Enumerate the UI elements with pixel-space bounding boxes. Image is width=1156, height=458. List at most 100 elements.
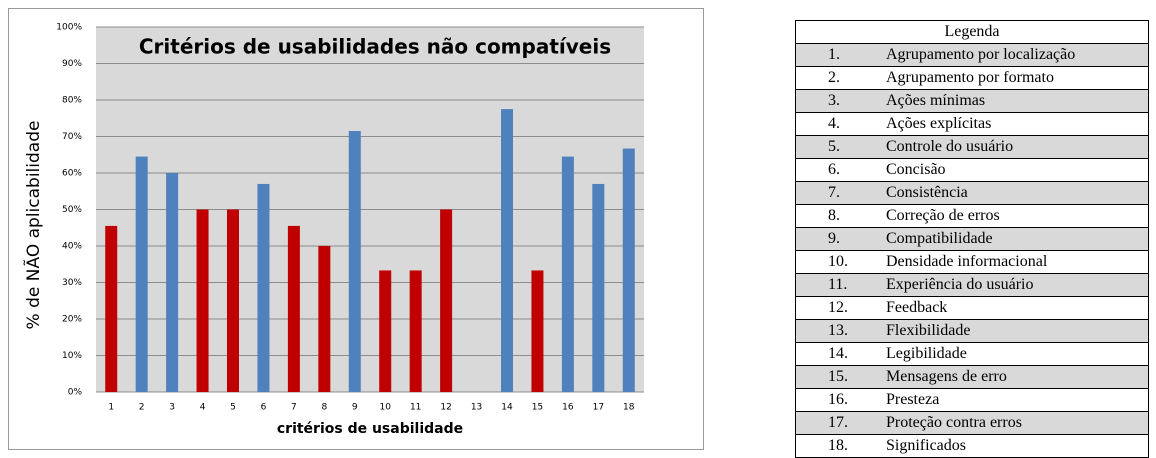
criterion-name: Feedback: [874, 296, 1149, 320]
criterion-name: Experiência do usuário: [874, 273, 1149, 297]
criterion-number: 18.: [795, 434, 874, 458]
table-row: 16. Presteza: [795, 388, 1149, 412]
criterion-name: Compatibilidade: [874, 227, 1149, 251]
criterion-name: Ações mínimas: [874, 89, 1149, 113]
bar: [348, 131, 361, 392]
x-tick-label: 17: [593, 403, 604, 413]
criterion-name: Densidade informacional: [874, 250, 1149, 274]
table-row: 4. Ações explícitas: [795, 112, 1149, 136]
y-tick-label: 10%: [62, 351, 82, 361]
criterion-name: Flexibilidade: [874, 319, 1149, 343]
bar: [287, 225, 300, 392]
criterion-name: Proteção contra erros: [874, 411, 1149, 435]
criterion-number: 10.: [795, 250, 874, 274]
criterion-number: 17.: [795, 411, 874, 435]
bar: [227, 209, 239, 392]
table-row: 7. Consistência: [795, 181, 1149, 205]
criterion-number: 13.: [795, 319, 874, 343]
criterion-name: Controle do usuário: [874, 135, 1149, 159]
table-row: 13. Flexibilidade: [795, 319, 1149, 343]
y-tick-label: 30%: [62, 278, 82, 288]
criterion-name: Presteza: [874, 388, 1149, 412]
bar: [592, 183, 605, 392]
criterion-number: 14.: [795, 342, 874, 366]
x-tick-label: 3: [169, 403, 175, 413]
criterion-number: 12.: [795, 296, 874, 320]
x-tick-label: 6: [261, 403, 267, 413]
table: Legenda 1. Agrupamento por localização 2. A…: [795, 20, 1149, 458]
bar: [501, 109, 513, 392]
table-row: 12. Feedback: [795, 296, 1149, 320]
bar: [531, 270, 544, 392]
bar: [318, 246, 331, 392]
table-row: 18. Significados: [795, 434, 1149, 458]
criterion-number: 6.: [795, 158, 874, 182]
bar: [379, 270, 392, 392]
bar: [440, 209, 453, 392]
x-tick-label: 9: [352, 403, 358, 413]
criterion-number: 11.: [795, 273, 874, 297]
y-tick-label: 60%: [62, 169, 82, 179]
bar: [561, 156, 574, 392]
table-header-row: Legenda: [795, 20, 1149, 44]
table-row: 2. Agrupamento por formato: [795, 66, 1149, 90]
x-tick-label: 18: [623, 403, 635, 413]
criterion-number: 2.: [795, 66, 874, 90]
bar: [166, 173, 179, 392]
table-row: 1. Agrupamento por localização: [795, 43, 1149, 67]
criterion-name: Agrupamento por localização: [874, 43, 1149, 67]
table-row: 14. Legibilidade: [795, 342, 1149, 366]
criterion-name: Ações explícitas: [874, 112, 1149, 136]
y-tick-label: 80%: [62, 96, 82, 106]
x-tick-label: 16: [562, 403, 574, 413]
y-tick-label: 20%: [62, 315, 82, 325]
x-tick-label: 4: [200, 403, 206, 413]
bar: [105, 225, 118, 392]
table-row: 11. Experiência do usuário: [795, 273, 1149, 297]
criterion-number: 4.: [795, 112, 874, 136]
x-tick-label: 14: [501, 403, 513, 413]
y-tick-label: 90%: [62, 59, 82, 69]
y-tick-label: 50%: [62, 205, 82, 215]
bar: [196, 209, 209, 392]
table-row: 9. Compatibilidade: [795, 227, 1149, 251]
y-tick-label: 40%: [62, 242, 82, 252]
x-tick-label: 5: [230, 403, 236, 413]
bar: [257, 183, 270, 392]
x-tick-label: 12: [440, 403, 451, 413]
table-row: 17. Proteção contra erros: [795, 411, 1149, 435]
y-tick-label: 100%: [56, 23, 82, 33]
criterion-name: Agrupamento por formato: [874, 66, 1149, 90]
chart: Critérios de usabilidades não compatívei…: [8, 8, 704, 450]
bar: [622, 148, 635, 392]
x-tick-label: 2: [139, 403, 145, 413]
criterion-number: 8.: [795, 204, 874, 228]
bar: [135, 156, 148, 392]
table-title: Legenda: [795, 20, 1149, 44]
criterion-name: Correção de erros: [874, 204, 1149, 228]
criterion-number: 5.: [795, 135, 874, 159]
table-row: 15. Mensagens de erro: [795, 365, 1149, 389]
criterion-name: Consistência: [874, 181, 1149, 205]
table-row: 3. Ações mínimas: [795, 89, 1149, 113]
criterion-name: Mensagens de erro: [874, 365, 1149, 389]
table-row: 5. Controle do usuário: [795, 135, 1149, 159]
x-tick-label: 7: [291, 403, 297, 413]
criterion-number: 1.: [795, 43, 874, 67]
legend-table: Legenda 1. Agrupamento por localização 2. A…: [795, 20, 1149, 458]
table-row: 8. Correção de erros: [795, 204, 1149, 228]
x-tick-label: 1: [108, 403, 114, 413]
criterion-number: 3.: [795, 89, 874, 113]
table-row: 10. Densidade informacional: [795, 250, 1149, 274]
x-tick-label: 15: [532, 403, 543, 413]
x-axis-label: critérios de usabilidade: [277, 421, 463, 437]
criterion-name: Legibilidade: [874, 342, 1149, 366]
criterion-number: 7.: [795, 181, 874, 205]
criterion-number: 15.: [795, 365, 874, 389]
criterion-number: 16.: [795, 388, 874, 412]
table-row: 6. Concisão: [795, 158, 1149, 182]
y-tick-label: 0%: [68, 388, 83, 398]
x-tick-label: 11: [410, 403, 421, 413]
criterion-number: 9.: [795, 227, 874, 251]
